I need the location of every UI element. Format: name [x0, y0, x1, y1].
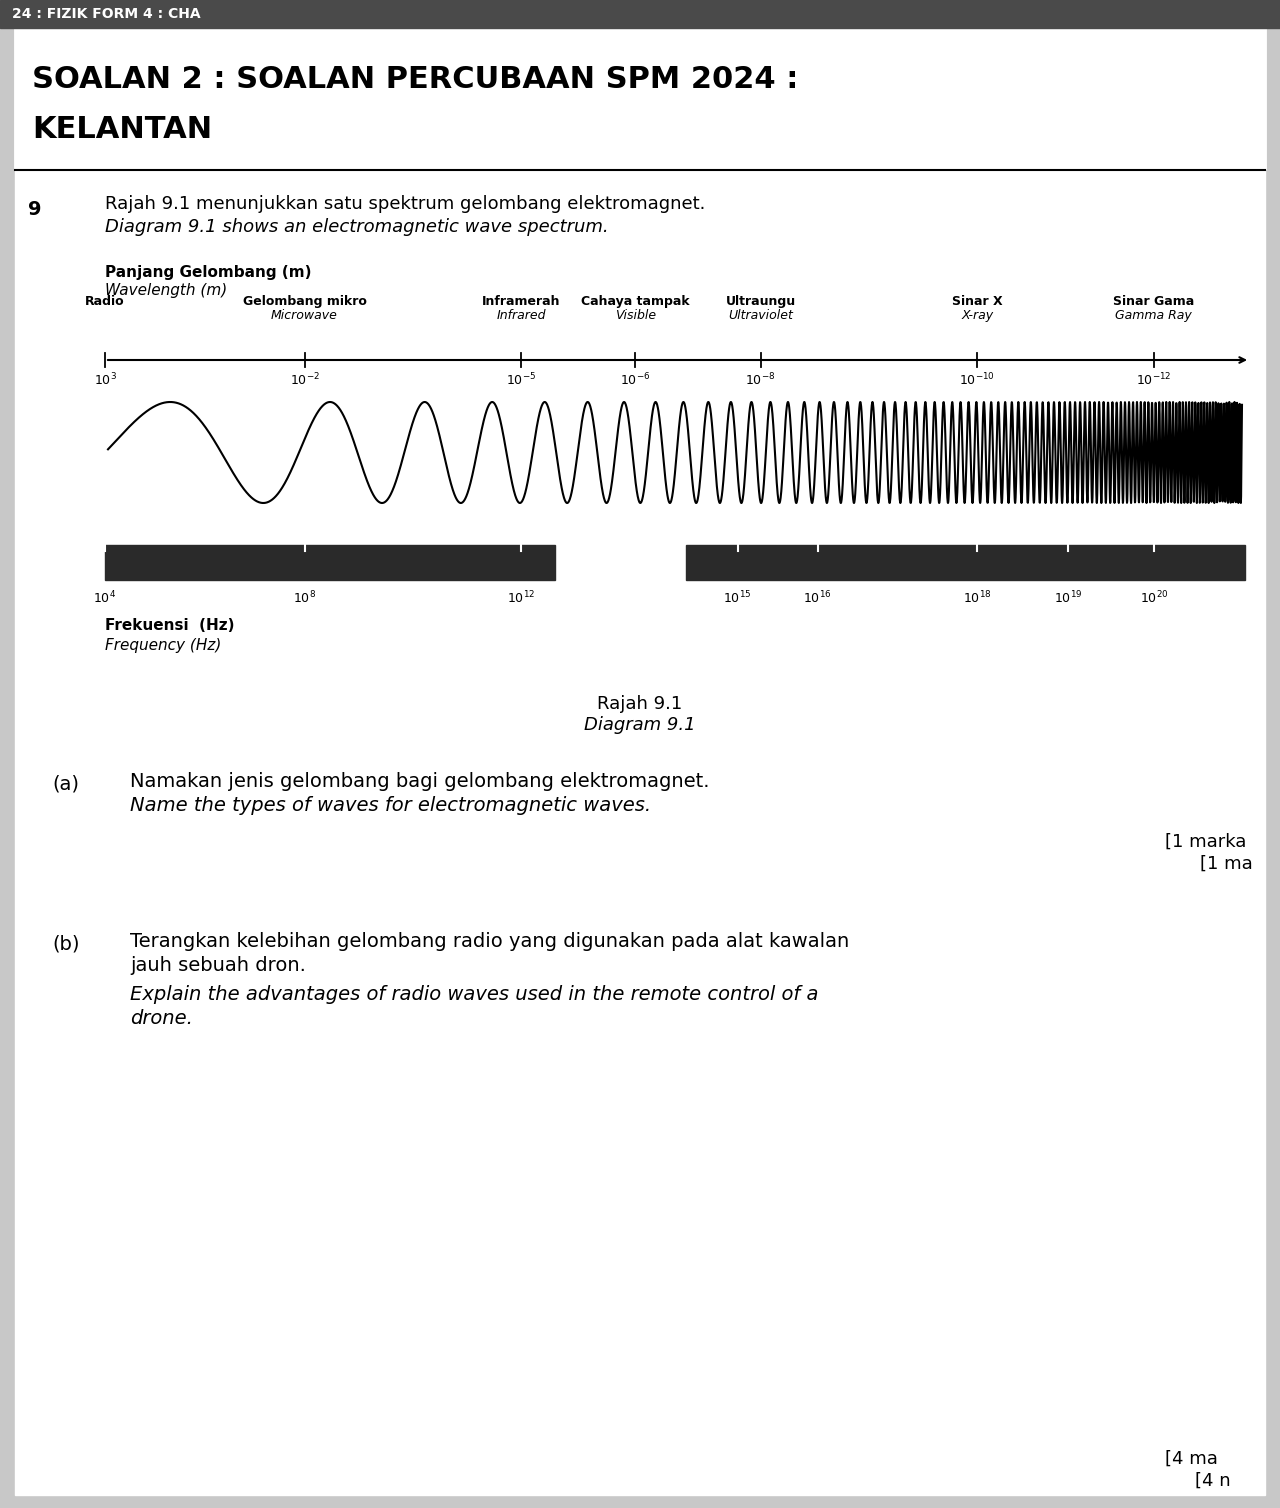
Text: Name the types of waves for electromagnetic waves.: Name the types of waves for electromagne… — [131, 796, 652, 814]
Text: $10^{-6}$: $10^{-6}$ — [620, 372, 650, 389]
Text: Rajah 9.1: Rajah 9.1 — [598, 695, 682, 713]
Text: Ultraviolet: Ultraviolet — [728, 309, 792, 323]
Text: [4 n: [4 n — [1196, 1472, 1230, 1490]
Text: $10^{16}$: $10^{16}$ — [804, 590, 832, 606]
Text: 9: 9 — [28, 201, 41, 219]
Text: Wavelength (m): Wavelength (m) — [105, 284, 228, 299]
Text: Explain the advantages of radio waves used in the remote control of a: Explain the advantages of radio waves us… — [131, 985, 818, 1004]
Text: [1 ma: [1 ma — [1201, 855, 1253, 873]
Text: $10^{15}$: $10^{15}$ — [723, 590, 751, 606]
Bar — [0, 0, 1280, 29]
Text: Sinar Gama: Sinar Gama — [1114, 296, 1194, 308]
Text: [4 ma: [4 ma — [1165, 1451, 1217, 1467]
Text: 24 : FIZIK FORM 4 : CHA: 24 : FIZIK FORM 4 : CHA — [12, 8, 201, 21]
Text: Gamma Ray: Gamma Ray — [1115, 309, 1192, 323]
Bar — [15, 29, 1265, 167]
Text: Infrared: Infrared — [497, 309, 545, 323]
Text: [1 marka: [1 marka — [1165, 832, 1247, 851]
Text: Microwave: Microwave — [271, 309, 338, 323]
Text: Ultraungu: Ultraungu — [726, 296, 796, 308]
Text: $10^{3}$: $10^{3}$ — [93, 372, 116, 389]
Text: Inframerah: Inframerah — [481, 296, 561, 308]
Text: SOALAN 2 : SOALAN PERCUBAAN SPM 2024 :: SOALAN 2 : SOALAN PERCUBAAN SPM 2024 : — [32, 65, 799, 95]
Text: $10^{20}$: $10^{20}$ — [1139, 590, 1169, 606]
Text: $10^{18}$: $10^{18}$ — [963, 590, 992, 606]
Bar — [686, 544, 1245, 581]
Text: $10^{-10}$: $10^{-10}$ — [959, 372, 995, 389]
Text: drone.: drone. — [131, 1009, 193, 1028]
Text: jauh sebuah dron.: jauh sebuah dron. — [131, 956, 306, 976]
Text: Gelombang mikro: Gelombang mikro — [243, 296, 366, 308]
Text: $10^{-2}$: $10^{-2}$ — [289, 372, 320, 389]
Text: $10^{12}$: $10^{12}$ — [507, 590, 535, 606]
Text: Terangkan kelebihan gelombang radio yang digunakan pada alat kawalan: Terangkan kelebihan gelombang radio yang… — [131, 932, 849, 952]
Text: X-ray: X-ray — [961, 309, 993, 323]
Text: Diagram 9.1 shows an electromagnetic wave spectrum.: Diagram 9.1 shows an electromagnetic wav… — [105, 219, 608, 235]
Text: $10^{4}$: $10^{4}$ — [93, 590, 116, 606]
Text: (b): (b) — [52, 935, 79, 955]
Text: (a): (a) — [52, 775, 79, 795]
Text: $10^{8}$: $10^{8}$ — [293, 590, 316, 606]
Bar — [105, 544, 556, 581]
Text: $10^{-5}$: $10^{-5}$ — [506, 372, 536, 389]
Text: Frequency (Hz): Frequency (Hz) — [105, 638, 221, 653]
Bar — [105, 395, 1245, 510]
Text: $10^{-12}$: $10^{-12}$ — [1137, 372, 1171, 389]
Text: Cahaya tampak: Cahaya tampak — [581, 296, 690, 308]
Text: Radio: Radio — [86, 296, 125, 308]
Text: Namakan jenis gelombang bagi gelombang elektromagnet.: Namakan jenis gelombang bagi gelombang e… — [131, 772, 709, 792]
Text: Sinar X: Sinar X — [952, 296, 1002, 308]
Text: $10^{-8}$: $10^{-8}$ — [745, 372, 776, 389]
Text: $10^{19}$: $10^{19}$ — [1053, 590, 1083, 606]
Text: Visible: Visible — [614, 309, 655, 323]
Text: Frekuensi  (Hz): Frekuensi (Hz) — [105, 618, 234, 633]
Text: Panjang Gelombang (m): Panjang Gelombang (m) — [105, 265, 311, 280]
Text: KELANTAN: KELANTAN — [32, 116, 212, 145]
Text: Diagram 9.1: Diagram 9.1 — [584, 716, 696, 734]
Text: Rajah 9.1 menunjukkan satu spektrum gelombang elektromagnet.: Rajah 9.1 menunjukkan satu spektrum gelo… — [105, 195, 705, 213]
